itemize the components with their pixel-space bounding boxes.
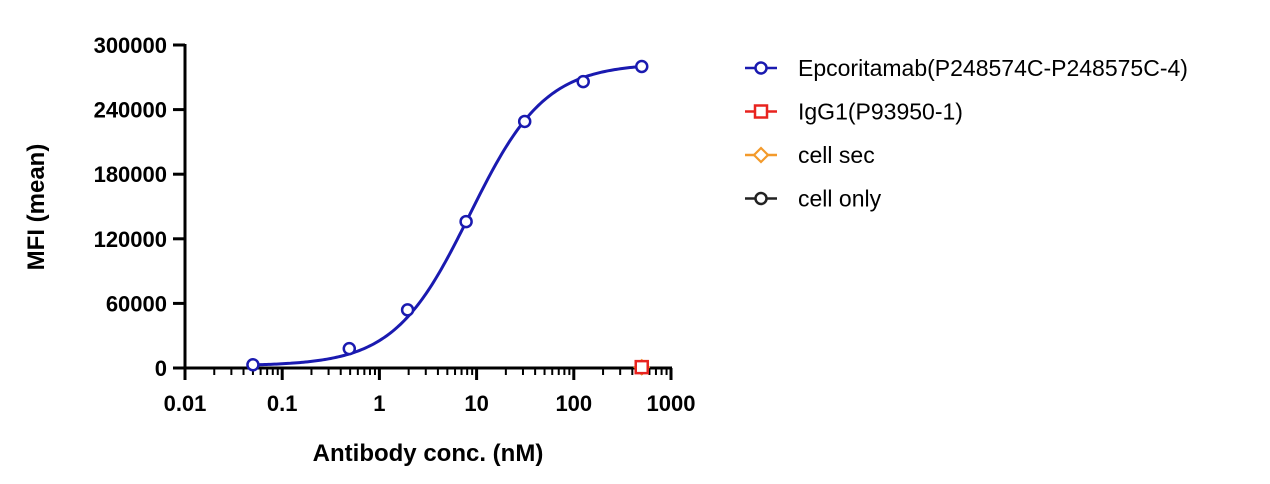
legend-item: IgG1(P93950-1) (745, 99, 963, 125)
data-point (634, 359, 649, 375)
y-tick-label: 300000 (94, 33, 167, 58)
legend-label: Epcoritamab(P248574C-P248575C-4) (798, 55, 1188, 81)
legend-marker (752, 146, 770, 164)
data-point (400, 303, 415, 317)
data-point (576, 74, 590, 89)
data-point (459, 214, 473, 229)
x-tick-label: 1 (373, 391, 385, 416)
legend-item: cell sec (745, 142, 875, 168)
y-tick-label: 120000 (94, 227, 167, 252)
x-tick-label: 0.1 (267, 391, 298, 416)
y-tick-label: 60000 (106, 291, 167, 316)
x-tick-label: 10 (464, 391, 488, 416)
legend: Epcoritamab(P248574C-P248575C-4) IgG1(P93… (745, 55, 1188, 212)
y-axis-title: MFI (mean) (23, 144, 50, 271)
legend-item: cell only (745, 186, 882, 212)
data-point (246, 358, 260, 372)
series-0 (246, 59, 649, 372)
legend-item: Epcoritamab(P248574C-P248575C-4) (745, 55, 1188, 81)
y-tick-label: 180000 (94, 162, 167, 187)
fit-curve (252, 64, 642, 367)
data-point (342, 341, 357, 356)
x-tick-label: 0.01 (164, 391, 207, 416)
legend-label: cell only (798, 186, 882, 212)
legend-label: IgG1(P93950-1) (798, 99, 963, 125)
x-tick-label: 100 (555, 391, 592, 416)
x-tick-label: 1000 (647, 391, 696, 416)
x-axis: 0.01 0.1 1 10 100 1000 (164, 366, 696, 416)
x-axis-title: Antibody conc. (nM) (313, 440, 544, 467)
y-axis: 0 60000 120000 180000 240000 300000 (94, 33, 187, 381)
data-point (634, 59, 649, 74)
legend-marker (754, 61, 768, 75)
legend-marker (754, 191, 768, 206)
legend-marker (753, 104, 769, 119)
legend-label: cell sec (798, 142, 875, 168)
y-tick-label: 0 (155, 356, 167, 381)
series-1 (634, 359, 649, 375)
data-point (517, 114, 532, 129)
plot-area (246, 59, 651, 376)
y-tick-label: 240000 (94, 98, 167, 123)
